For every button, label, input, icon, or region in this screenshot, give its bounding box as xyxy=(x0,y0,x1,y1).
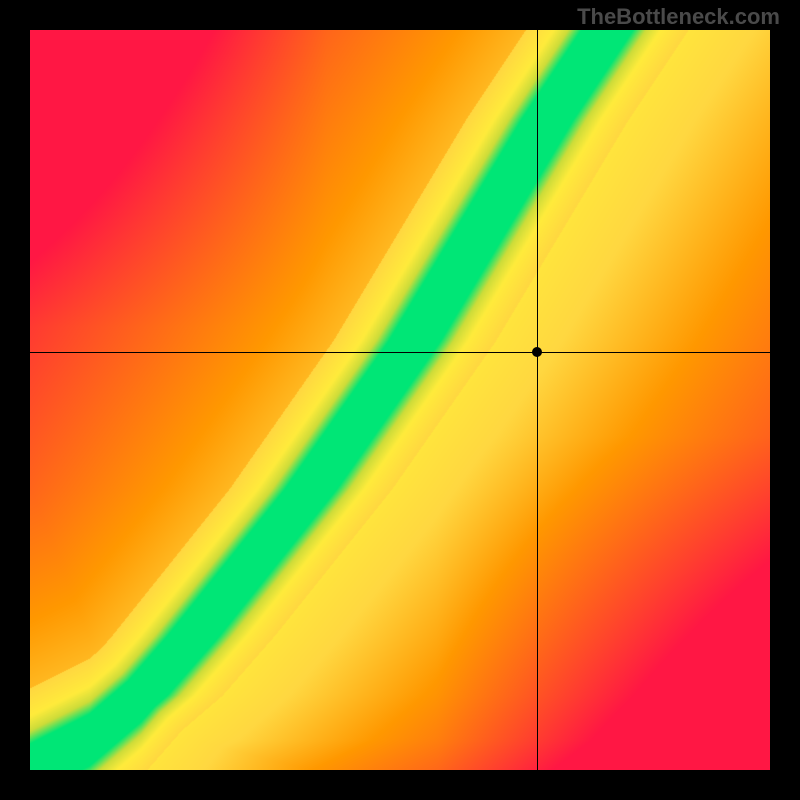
crosshair-horizontal xyxy=(30,352,770,353)
watermark-text: TheBottleneck.com xyxy=(577,4,780,30)
crosshair-marker xyxy=(532,347,542,357)
chart-area xyxy=(30,30,770,770)
heatmap-canvas xyxy=(30,30,770,770)
crosshair-vertical xyxy=(537,30,538,770)
